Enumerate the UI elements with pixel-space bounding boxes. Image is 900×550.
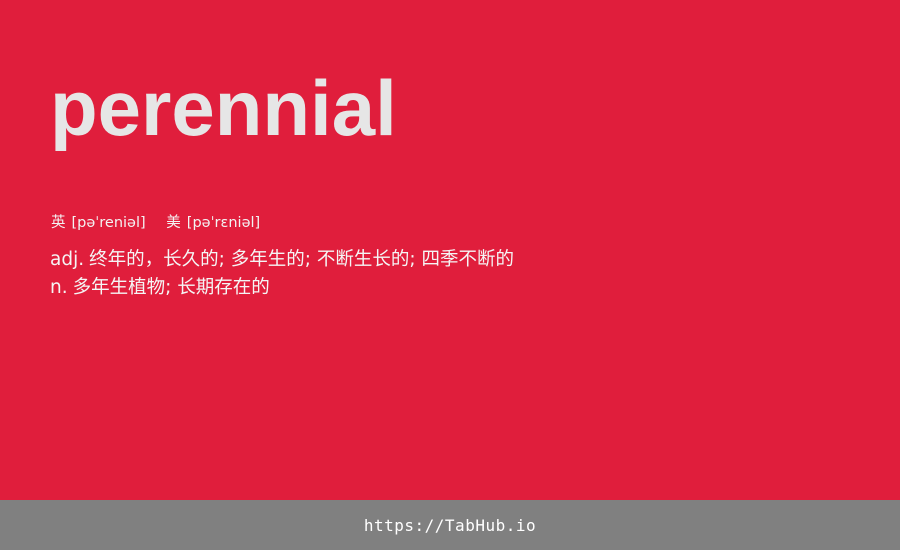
phonetic-ipa: [pəˈreniəl] — [71, 215, 146, 231]
footer-bar: https://TabHub.io — [0, 500, 900, 550]
phonetic-british: 英 [pəˈreniəl] — [51, 213, 146, 233]
word-card: perennial 英 [pəˈreniəl] 美 [pəˈrɛniəl] adj.… — [50, 64, 514, 302]
phonetic-american: 美 [pəˈrɛniəl] — [166, 213, 260, 233]
definition-text: 终年的，长久的; 多年生的; 不断生长的; 四季不断的 — [89, 249, 514, 270]
footer-url-link[interactable]: https://TabHub.io — [363, 515, 537, 535]
definition-text: 多年生植物; 长期存在的 — [72, 277, 270, 298]
part-of-speech: n. — [50, 277, 68, 298]
definition-noun: n. 多年生植物; 长期存在的 — [50, 274, 514, 302]
definition-adjective: adj. 终年的，长久的; 多年生的; 不断生长的; 四季不断的 — [50, 246, 514, 274]
phonetic-region-label: 美 — [166, 215, 181, 231]
definitions-list: adj. 终年的，长久的; 多年生的; 不断生长的; 四季不断的 n. 多年生植物;… — [50, 246, 514, 302]
headword: perennial — [50, 64, 397, 152]
part-of-speech: adj. — [50, 249, 85, 270]
phonetic-region-label: 英 — [51, 215, 66, 231]
phonetic-ipa: [pəˈrɛniəl] — [186, 215, 261, 231]
phonetics-row: 英 [pəˈreniəl] 美 [pəˈrɛniəl] — [51, 213, 260, 233]
